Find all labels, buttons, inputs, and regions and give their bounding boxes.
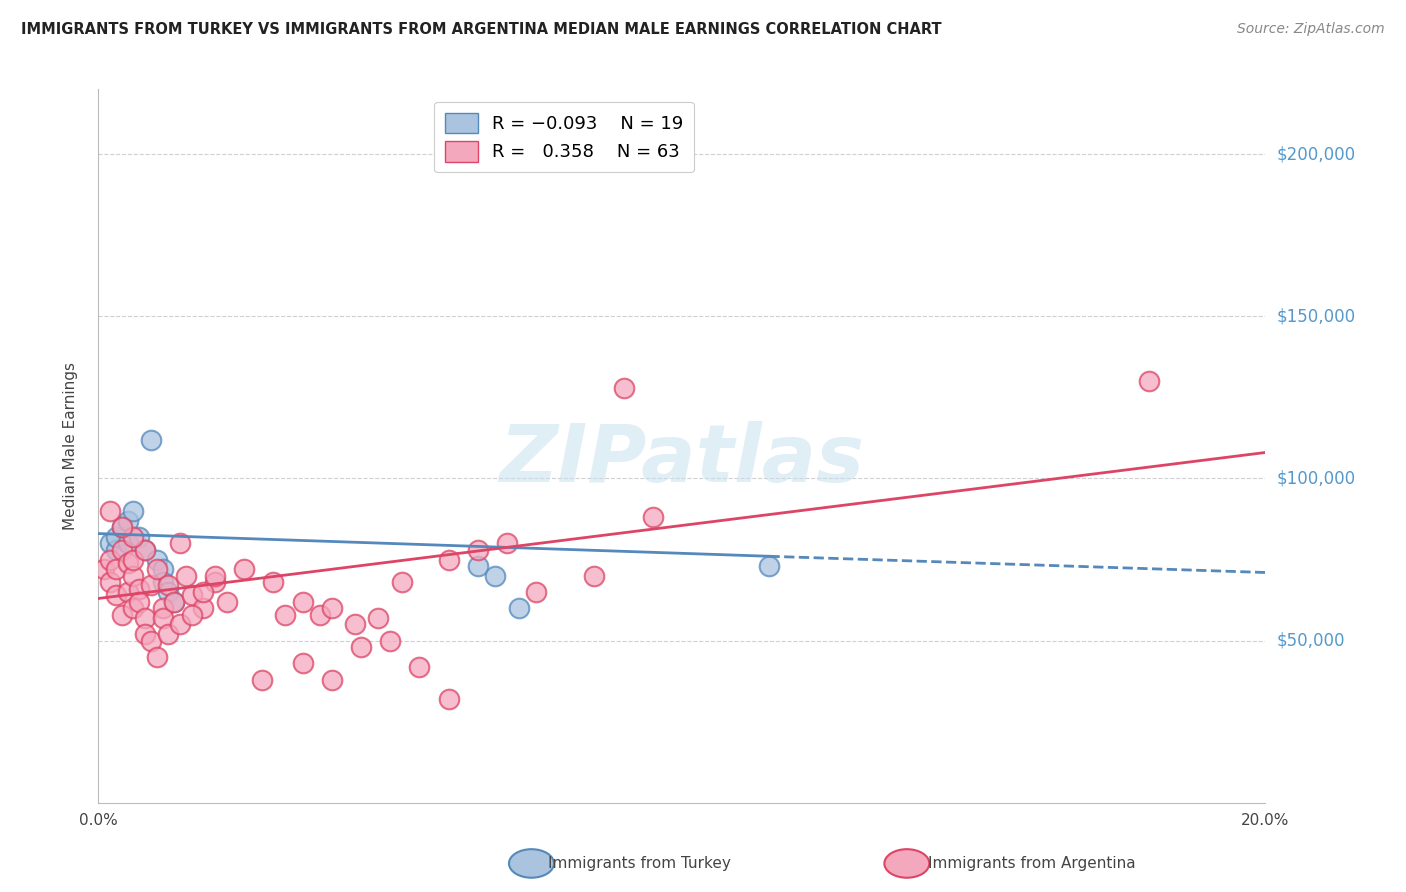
Point xyxy=(193,585,215,599)
Point xyxy=(484,568,506,582)
Point xyxy=(291,595,314,609)
Point xyxy=(152,611,174,625)
Point xyxy=(139,633,162,648)
Point xyxy=(152,562,174,576)
Point xyxy=(250,673,273,687)
Point xyxy=(111,520,134,534)
Point xyxy=(157,585,180,599)
Text: $100,000: $100,000 xyxy=(1277,469,1355,487)
Point xyxy=(508,601,530,615)
Point xyxy=(146,552,169,566)
Point xyxy=(524,585,547,599)
Point xyxy=(437,692,460,706)
Point xyxy=(117,585,139,599)
Point xyxy=(1137,374,1160,388)
Point xyxy=(157,627,180,641)
Point xyxy=(391,575,413,590)
Point xyxy=(134,542,156,557)
Point xyxy=(111,607,134,622)
Point xyxy=(612,381,634,395)
Point xyxy=(157,578,180,592)
Point xyxy=(122,601,145,615)
Point xyxy=(134,627,156,641)
Text: Source: ZipAtlas.com: Source: ZipAtlas.com xyxy=(1237,22,1385,37)
Point xyxy=(437,552,460,566)
Point xyxy=(146,649,169,664)
Circle shape xyxy=(884,849,929,878)
Point xyxy=(104,530,127,544)
Point xyxy=(117,536,139,550)
Point xyxy=(122,568,145,582)
Point xyxy=(583,568,606,582)
Point xyxy=(344,617,367,632)
Point xyxy=(117,514,139,528)
Point xyxy=(262,575,284,590)
Point xyxy=(134,542,156,557)
Point xyxy=(378,633,402,648)
Point xyxy=(169,617,191,632)
Point xyxy=(98,552,121,566)
Point xyxy=(180,607,202,622)
Point xyxy=(274,607,297,622)
Point xyxy=(122,530,145,544)
Text: Immigrants from Turkey: Immigrants from Turkey xyxy=(548,856,731,871)
Point xyxy=(321,601,343,615)
Point xyxy=(350,640,373,654)
Point xyxy=(98,575,121,590)
Point xyxy=(321,673,343,687)
Text: $150,000: $150,000 xyxy=(1277,307,1355,326)
Point xyxy=(163,595,186,609)
Text: $50,000: $50,000 xyxy=(1277,632,1346,649)
Point xyxy=(104,588,127,602)
Point xyxy=(139,578,162,592)
Point xyxy=(152,601,174,615)
Point xyxy=(122,504,145,518)
Point xyxy=(117,556,139,570)
Text: $200,000: $200,000 xyxy=(1277,145,1355,163)
Text: ZIPatlas: ZIPatlas xyxy=(499,421,865,500)
Point xyxy=(309,607,332,622)
Point xyxy=(641,510,664,524)
Point xyxy=(98,504,121,518)
Point xyxy=(134,611,156,625)
Point xyxy=(93,562,115,576)
Point xyxy=(128,595,150,609)
Point xyxy=(163,595,186,609)
Point xyxy=(128,530,150,544)
Point xyxy=(139,433,162,447)
Point xyxy=(367,611,389,625)
Point xyxy=(111,520,134,534)
Point xyxy=(98,536,121,550)
Point xyxy=(122,552,145,566)
Point xyxy=(495,536,517,550)
Point xyxy=(408,659,430,673)
Point xyxy=(758,559,780,574)
Point xyxy=(146,562,169,576)
Point xyxy=(291,657,314,671)
Point xyxy=(104,542,127,557)
Point xyxy=(180,588,202,602)
Point xyxy=(204,568,226,582)
Point xyxy=(193,601,215,615)
Text: IMMIGRANTS FROM TURKEY VS IMMIGRANTS FROM ARGENTINA MEDIAN MALE EARNINGS CORRELA: IMMIGRANTS FROM TURKEY VS IMMIGRANTS FRO… xyxy=(21,22,942,37)
Legend: R = −0.093    N = 19, R =   0.358    N = 63: R = −0.093 N = 19, R = 0.358 N = 63 xyxy=(434,102,695,172)
Text: Immigrants from Argentina: Immigrants from Argentina xyxy=(928,856,1136,871)
Circle shape xyxy=(509,849,554,878)
Point xyxy=(233,562,256,576)
Point xyxy=(104,562,127,576)
Point xyxy=(169,536,191,550)
Point xyxy=(174,568,197,582)
Point xyxy=(128,582,150,596)
Point xyxy=(152,575,174,590)
Y-axis label: Median Male Earnings: Median Male Earnings xyxy=(63,362,77,530)
Point xyxy=(204,575,226,590)
Point xyxy=(467,542,489,557)
Point xyxy=(215,595,238,609)
Point xyxy=(467,559,489,574)
Point xyxy=(111,542,134,557)
